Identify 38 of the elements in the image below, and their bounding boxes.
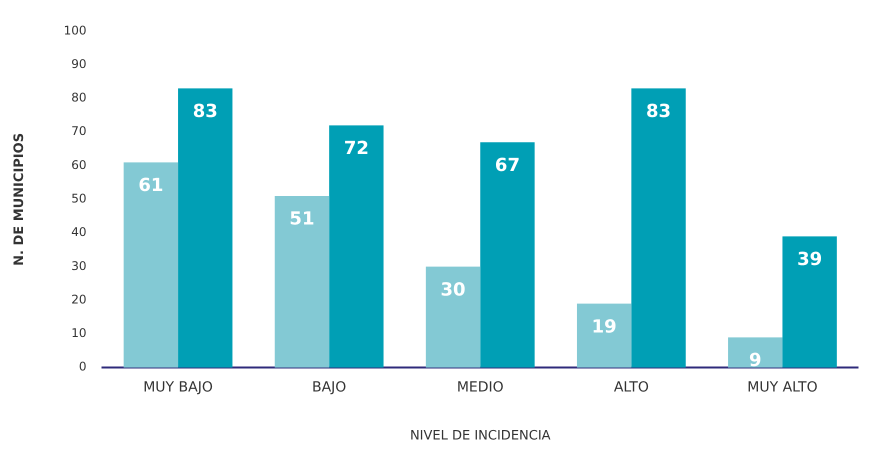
y-tick-label: 90 [71, 56, 87, 71]
y-tick-label: 80 [71, 90, 87, 105]
data-label: 51 [289, 208, 314, 230]
bar [124, 162, 178, 368]
bar [782, 236, 837, 368]
bar [631, 88, 686, 368]
bar [480, 142, 535, 368]
data-label: 30 [440, 279, 466, 300]
bar [426, 266, 480, 368]
bar [329, 125, 384, 368]
data-label: 83 [646, 101, 672, 122]
y-tick-label: 20 [71, 292, 87, 306]
data-label: 9 [748, 350, 762, 371]
x-tick-label: MUY BAJO [143, 380, 213, 396]
x-tick-label: MEDIO [456, 380, 504, 396]
y-tick-label: 100 [64, 23, 87, 38]
data-label: 19 [592, 316, 617, 338]
y-axis-title: N. DE MUNICIPIOS [12, 132, 28, 266]
x-tick-label: ALTO [614, 380, 649, 396]
data-label: 83 [192, 101, 218, 122]
y-tick-label: 60 [71, 158, 87, 172]
x-axis-title: NIVEL DE INCIDENCIA [410, 428, 551, 444]
x-tick-label: BAJO [312, 380, 346, 396]
y-tick-label: 30 [71, 258, 87, 273]
data-label: 39 [797, 249, 822, 270]
y-tick-label: 0 [78, 360, 87, 374]
y-tick-label: 40 [71, 225, 87, 240]
data-label: 61 [138, 175, 164, 196]
y-tick-label: 50 [71, 192, 87, 206]
data-label: 72 [344, 138, 369, 160]
bar [576, 304, 632, 368]
bar [728, 337, 782, 368]
bar [274, 196, 330, 368]
x-tick-label: MUY ALTO [747, 380, 818, 396]
y-tick-label: 70 [71, 124, 87, 138]
bar [178, 88, 232, 368]
y-tick-label: 10 [71, 326, 87, 340]
data-label: 67 [494, 154, 520, 176]
